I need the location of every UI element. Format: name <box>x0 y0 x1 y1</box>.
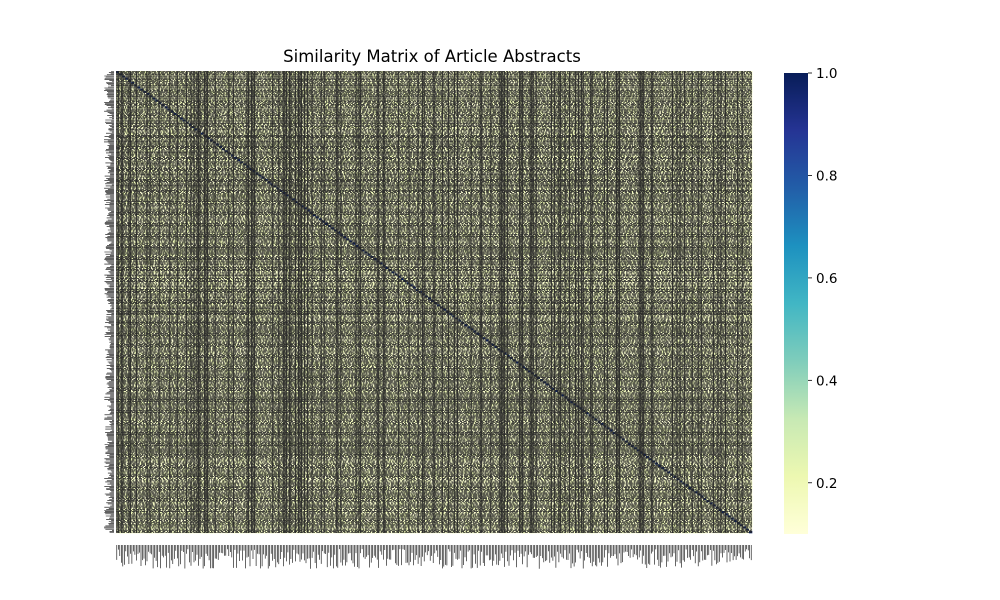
heatmap-cell <box>610 80 613 83</box>
